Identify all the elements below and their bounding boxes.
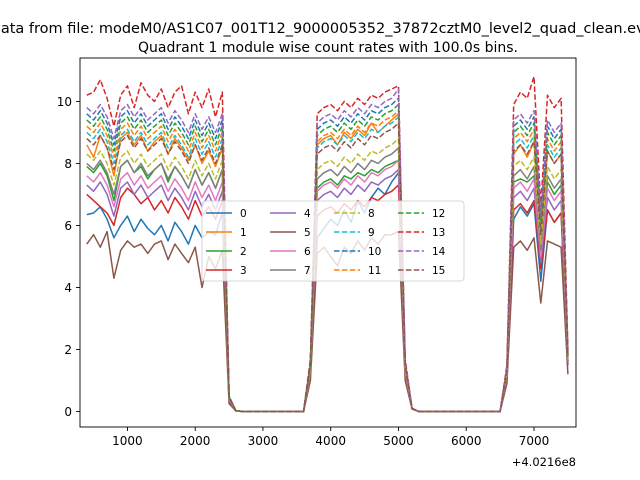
x-tick-label: 3000 (248, 434, 279, 448)
y-tick-label: 6 (64, 219, 72, 233)
legend-label-6: 6 (304, 246, 311, 258)
legend-label-7: 7 (304, 265, 311, 277)
x-tick-label: 5000 (383, 434, 414, 448)
x-tick-label: 2000 (180, 434, 211, 448)
y-axis: 0 2 4 6 8 10 (57, 95, 80, 419)
y-tick-label: 0 (64, 405, 72, 419)
x-tick-label: 6000 (451, 434, 482, 448)
plot-frame (79, 57, 577, 428)
series-line-14 (86, 88, 569, 413)
series-layer (86, 75, 569, 413)
legend-label-14: 14 (432, 246, 446, 258)
legend-label-10: 10 (368, 246, 381, 258)
legend-label-4: 4 (304, 208, 311, 220)
y-tick-label: 2 (64, 343, 72, 357)
legend-label-3: 3 (240, 265, 247, 277)
x-axis: 1000 2000 3000 4000 5000 6000 7000 (112, 427, 549, 448)
legend-box (201, 200, 465, 282)
legend-label-5: 5 (304, 227, 311, 239)
y-tick-label: 4 (64, 281, 72, 295)
series-line-12 (86, 103, 569, 413)
x-axis-offset-label: +4.0216e8 (512, 455, 576, 469)
y-tick-label: 10 (57, 95, 72, 109)
legend-label-15: 15 (432, 265, 445, 277)
series-line-15 (86, 122, 569, 413)
y-tick-label: 8 (64, 157, 72, 171)
legend-label-1: 1 (240, 227, 247, 239)
legend-label-9: 9 (368, 227, 375, 239)
legend-label-12: 12 (432, 208, 445, 220)
legend-label-0: 0 (240, 208, 247, 220)
series-line-8 (86, 137, 569, 413)
x-tick-label: 1000 (112, 434, 143, 448)
figure-suptitle: Data from file: modeM0/AS1C07_001T12_900… (0, 21, 640, 37)
legend-label-13: 13 (432, 227, 445, 239)
chart-title: Quadrant 1 module wise count rates with … (138, 40, 518, 56)
legend-label-2: 2 (240, 246, 247, 258)
legend-label-8: 8 (368, 208, 375, 220)
x-tick-label: 4000 (315, 434, 346, 448)
legend-label-11: 11 (368, 265, 381, 277)
x-tick-label: 7000 (519, 434, 550, 448)
